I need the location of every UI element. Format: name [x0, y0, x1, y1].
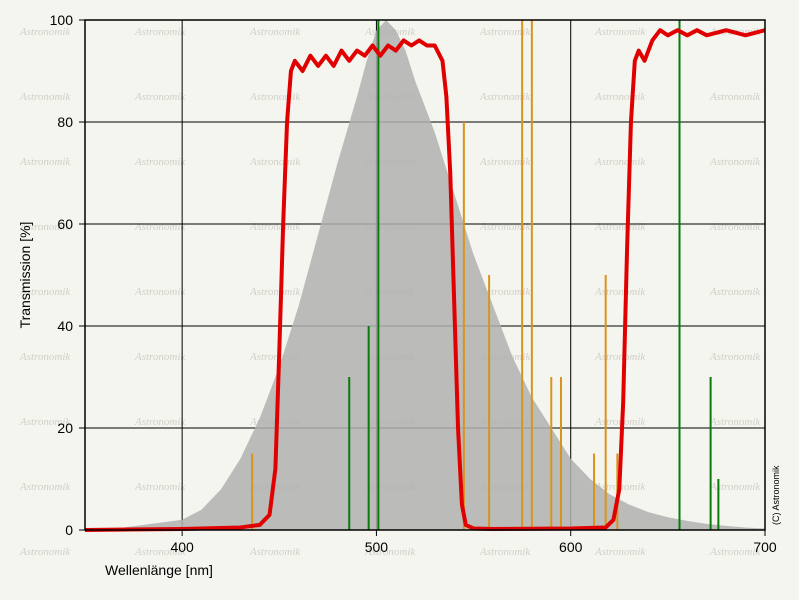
- svg-text:Astronomik: Astronomik: [134, 351, 186, 363]
- svg-text:Astronomik: Astronomik: [709, 286, 761, 298]
- svg-text:Astronomik: Astronomik: [249, 286, 301, 298]
- svg-text:Astronomik: Astronomik: [19, 546, 71, 558]
- svg-text:Astronomik: Astronomik: [479, 26, 531, 38]
- svg-text:Astronomik: Astronomik: [249, 156, 301, 168]
- y-axis-label: Transmission [%]: [17, 222, 33, 329]
- svg-text:Astronomik: Astronomik: [249, 221, 301, 233]
- svg-text:Astronomik: Astronomik: [19, 91, 71, 103]
- svg-text:80: 80: [57, 114, 73, 130]
- x-axis-label: Wellenlänge [nm]: [105, 562, 213, 578]
- svg-text:Astronomik: Astronomik: [134, 156, 186, 168]
- svg-text:0: 0: [65, 522, 73, 538]
- svg-text:100: 100: [50, 12, 74, 28]
- svg-text:600: 600: [559, 539, 583, 555]
- svg-text:500: 500: [365, 539, 389, 555]
- svg-text:Astronomik: Astronomik: [134, 26, 186, 38]
- svg-text:Astronomik: Astronomik: [594, 351, 646, 363]
- svg-text:Astronomik: Astronomik: [709, 221, 761, 233]
- svg-text:Astronomik: Astronomik: [594, 221, 646, 233]
- svg-text:Astronomik: Astronomik: [134, 286, 186, 298]
- svg-text:Astronomik: Astronomik: [134, 221, 186, 233]
- svg-text:Astronomik: Astronomik: [594, 546, 646, 558]
- svg-text:Astronomik: Astronomik: [479, 221, 531, 233]
- svg-text:Astronomik: Astronomik: [594, 286, 646, 298]
- svg-text:Astronomik: Astronomik: [19, 156, 71, 168]
- svg-text:Astronomik: Astronomik: [134, 416, 186, 428]
- svg-text:Astronomik: Astronomik: [594, 26, 646, 38]
- svg-text:Astronomik: Astronomik: [709, 416, 761, 428]
- svg-text:400: 400: [170, 539, 194, 555]
- svg-text:700: 700: [753, 539, 777, 555]
- svg-text:Astronomik: Astronomik: [709, 481, 761, 493]
- svg-text:Astronomik: Astronomik: [134, 481, 186, 493]
- svg-text:Astronomik: Astronomik: [709, 91, 761, 103]
- svg-text:20: 20: [57, 420, 73, 436]
- svg-text:Astronomik: Astronomik: [19, 351, 71, 363]
- copyright-label: (C) Astronomik: [771, 465, 781, 525]
- svg-text:Astronomik: Astronomik: [249, 91, 301, 103]
- svg-text:Astronomik: Astronomik: [479, 91, 531, 103]
- svg-text:Astronomik: Astronomik: [249, 26, 301, 38]
- sensitivity-curve: [85, 20, 765, 530]
- svg-text:40: 40: [57, 318, 73, 334]
- svg-text:60: 60: [57, 216, 73, 232]
- transmission-chart: Astronomik Astronomik Astronomik Astronomik…: [0, 0, 799, 600]
- svg-text:Astronomik: Astronomik: [134, 91, 186, 103]
- svg-text:Astronomik: Astronomik: [594, 91, 646, 103]
- svg-text:Astronomik: Astronomik: [709, 351, 761, 363]
- svg-text:Astronomik: Astronomik: [479, 156, 531, 168]
- svg-text:Astronomik: Astronomik: [594, 156, 646, 168]
- svg-text:Astronomik: Astronomik: [249, 546, 301, 558]
- svg-text:Astronomik: Astronomik: [479, 546, 531, 558]
- svg-text:Astronomik: Astronomik: [19, 481, 71, 493]
- svg-text:Astronomik: Astronomik: [709, 156, 761, 168]
